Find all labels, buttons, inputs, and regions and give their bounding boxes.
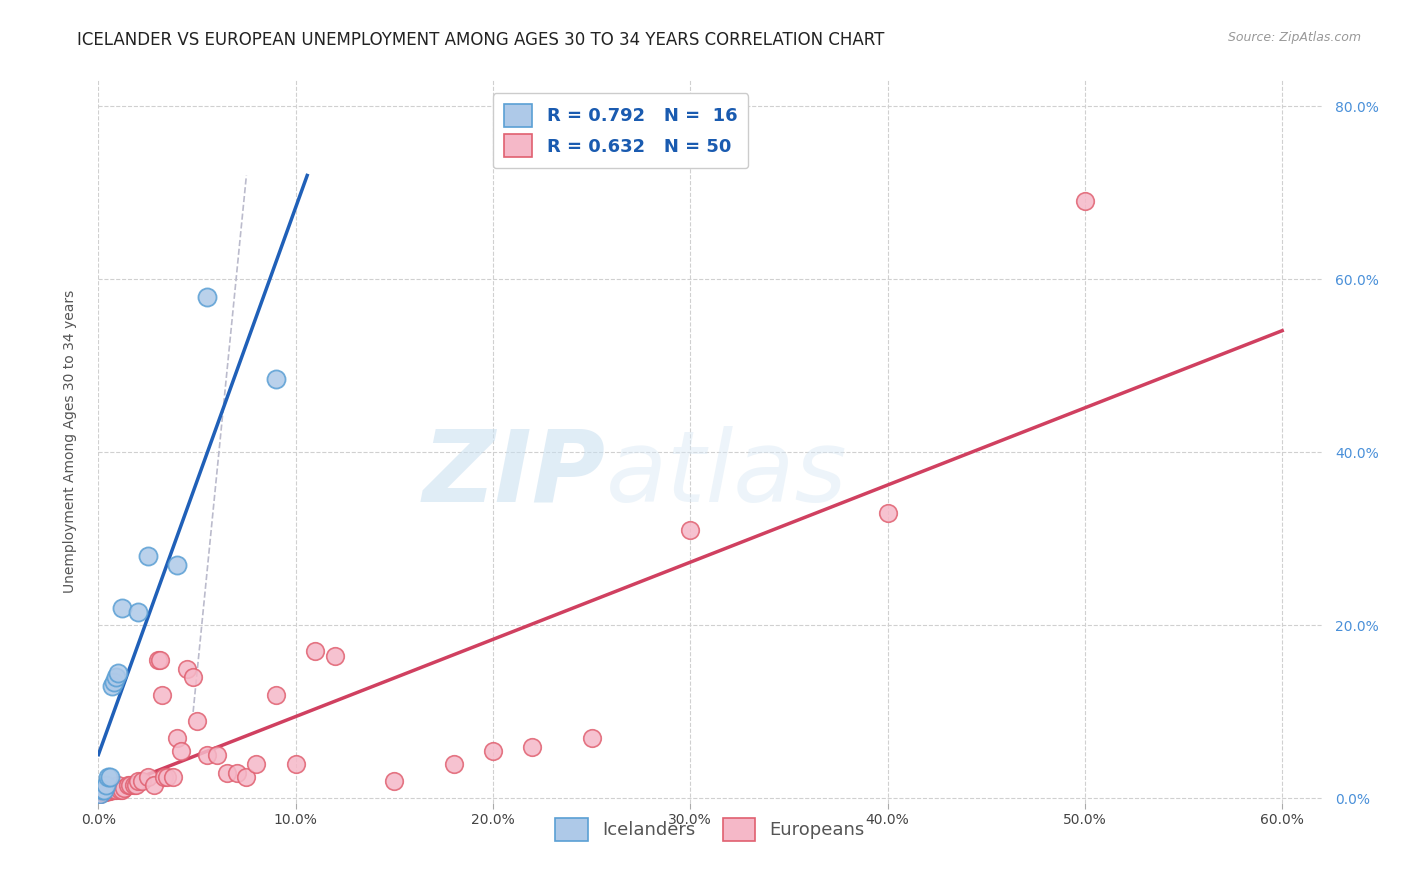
Point <box>522 739 544 754</box>
Point <box>125 779 148 793</box>
Point <box>89 787 111 801</box>
Point <box>97 770 120 784</box>
Point <box>122 779 145 793</box>
Point <box>215 765 238 780</box>
Point <box>107 779 129 793</box>
Point <box>108 782 131 797</box>
Point <box>93 782 115 797</box>
Point <box>93 784 115 798</box>
Text: atlas: atlas <box>606 425 848 523</box>
Point <box>166 731 188 745</box>
Point <box>96 784 118 798</box>
Point <box>136 549 159 564</box>
Point <box>264 688 287 702</box>
Point <box>152 770 174 784</box>
Point <box>96 779 118 793</box>
Point <box>103 782 125 797</box>
Point <box>264 372 287 386</box>
Point <box>195 748 218 763</box>
Point <box>581 731 603 745</box>
Point <box>127 774 149 789</box>
Point <box>186 714 208 728</box>
Point <box>482 744 505 758</box>
Point <box>146 653 169 667</box>
Point <box>103 674 125 689</box>
Point <box>127 606 149 620</box>
Point <box>101 782 124 797</box>
Point <box>105 782 128 797</box>
Y-axis label: Unemployment Among Ages 30 to 34 years: Unemployment Among Ages 30 to 34 years <box>63 290 77 593</box>
Text: Source: ZipAtlas.com: Source: ZipAtlas.com <box>1227 31 1361 45</box>
Point <box>111 782 134 797</box>
Point <box>112 781 135 796</box>
Point <box>98 770 121 784</box>
Point <box>382 774 405 789</box>
Point <box>136 770 159 784</box>
Point <box>162 770 184 784</box>
Point <box>118 779 141 793</box>
Point <box>679 523 702 537</box>
Point <box>304 644 326 658</box>
Point <box>170 744 193 758</box>
Point <box>131 774 153 789</box>
Point <box>150 688 173 702</box>
Point <box>205 748 228 763</box>
Point <box>195 290 218 304</box>
Point <box>98 783 121 797</box>
Point <box>166 558 188 572</box>
Point <box>117 779 139 793</box>
Point <box>1074 194 1097 209</box>
Point <box>149 653 172 667</box>
Point <box>225 765 247 780</box>
Point <box>107 665 129 680</box>
Point <box>105 670 128 684</box>
Point <box>97 783 120 797</box>
Point <box>245 756 267 771</box>
Point <box>323 648 346 663</box>
Text: ZIP: ZIP <box>423 425 606 523</box>
Point <box>443 756 465 771</box>
Point <box>284 756 307 771</box>
Point <box>876 506 898 520</box>
Point <box>181 670 204 684</box>
Point <box>156 770 179 784</box>
Point <box>176 662 198 676</box>
Text: ICELANDER VS EUROPEAN UNEMPLOYMENT AMONG AGES 30 TO 34 YEARS CORRELATION CHART: ICELANDER VS EUROPEAN UNEMPLOYMENT AMONG… <box>77 31 884 49</box>
Point <box>111 601 134 615</box>
Point <box>91 782 114 797</box>
Point <box>235 770 257 784</box>
Point <box>91 785 114 799</box>
Legend: Icelanders, Europeans: Icelanders, Europeans <box>548 810 872 848</box>
Point <box>101 679 124 693</box>
Point <box>89 787 111 801</box>
Point <box>142 779 165 793</box>
